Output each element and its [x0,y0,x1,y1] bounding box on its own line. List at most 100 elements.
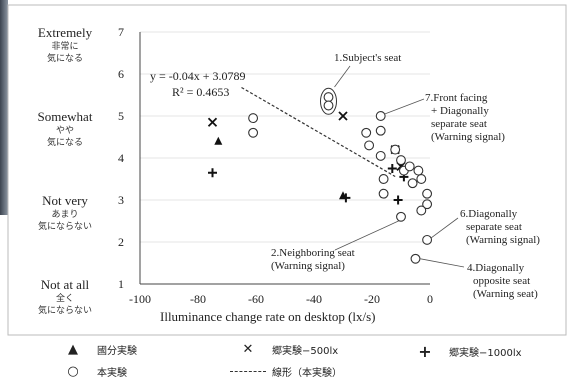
circle-marker [375,150,386,161]
legend-item-kokubun: ▲ 國分実験 [55,342,137,357]
x-tick-labels: -100 -80 -60 -40 -20 0 [129,292,433,306]
callout-text: (Warning signal) [466,234,540,246]
y-category-ja: 気にならない [38,304,92,316]
legend-label: 線形（本実験） [272,368,342,379]
y-category-ja: 全く [56,292,74,304]
y-category-ja: 気になる [47,52,83,64]
y-category-ja: やや [56,125,74,136]
plus-marker [387,164,397,173]
circle-marker [248,127,259,138]
circle-marker [422,234,433,245]
callout-text: + Diagonally [431,105,489,117]
circle-marker [413,165,424,176]
y-tick-label: 1 [118,277,124,291]
callout-text: separate seat [466,221,522,233]
regression-equation: y = -0.04x + 3.0789 [150,69,246,83]
y-tick-labels: 1 2 3 4 5 6 7 [118,25,124,291]
annotation-callouts: 1.Subject's seat 7.Front facing+ Diagonal… [271,52,540,300]
x-tick-label: -80 [190,292,206,306]
circle-marker [422,199,433,210]
callout-text: (Warning signal) [271,260,345,272]
circle-marker [323,92,334,103]
y-tick-label: 3 [118,193,124,207]
circle-marker [407,178,418,189]
callout-leader [384,98,425,115]
circle-marker [364,140,375,151]
circle-marker [378,188,389,199]
callout-text: 7.Front facing [425,92,488,104]
circle-marker [422,188,433,199]
y-category-ja: 非常に [51,40,78,52]
legend-item-go-500lx: ✕ 郷実験−500lx [230,342,339,357]
plus-icon: + [418,342,432,361]
x-axis-label: Illuminance change rate on desktop (lx/s… [160,309,376,324]
x-mark-icon: ✕ [242,342,254,357]
x-tick-label: 0 [427,292,433,306]
x-tick-label: -40 [306,292,322,306]
callout-leader [430,217,459,239]
y-category-en: Not very [42,193,88,208]
x-tick-label: -60 [248,292,264,306]
circle-marker [404,161,415,172]
y-tick-label: 7 [118,25,124,39]
y-tick-label: 6 [118,67,124,81]
callout-text: 1.Subject's seat [334,52,401,64]
circle-icon: ○ [67,364,79,379]
plus-marker [393,195,403,205]
y-category-ja: 気にならない [38,220,92,232]
y-tick-label: 2 [118,235,124,249]
y-category-en: Not at all [41,277,90,292]
dashed-line-icon [230,371,266,372]
x-tick-label: -20 [364,292,380,306]
data-points [207,92,433,264]
photo-edge-strip [0,0,8,215]
trend-line [241,86,396,178]
circle-marker [410,253,421,264]
callout-text: opposite seat [473,275,530,287]
legend-label: 本実験 [97,368,127,379]
callout-leader [334,65,351,88]
y-tick-label: 4 [118,151,124,165]
x-tick-label: -100 [129,292,151,306]
callout-leader [334,220,400,251]
y-category-ja: あまり [51,209,78,220]
legend-item-this-experiment: ○ 本実験 [55,364,127,379]
circle-marker [378,174,389,184]
x-marker [207,117,218,127]
plus-marker [208,168,217,178]
callout-leader [420,258,465,268]
circle-marker [416,205,427,216]
x-marker [338,111,348,121]
axes [139,32,430,285]
circle-marker [396,155,406,166]
legend-label: 國分実験 [97,346,137,357]
chart-frame [7,4,567,336]
y-category-en: Extremely [38,25,93,40]
legend-label: 郷実験−1000lx [449,348,522,359]
callout-text: 4.Diagonally [467,262,525,274]
legend-label: 郷実験−500lx [272,346,339,357]
callout-text: separate seat [431,118,487,130]
callout-text: (Warning seat) [473,288,538,300]
y-tick-label: 5 [118,109,124,123]
callout-text: 2.Neighboring seat [271,247,355,259]
circle-marker [390,144,401,155]
plus-marker [341,193,351,203]
regression-r2: R² = 0.4653 [172,85,229,99]
y-category-en: Somewhat [38,109,93,124]
circle-marker [396,211,406,222]
y-category-ja: 気になる [47,136,83,148]
circle-marker [375,125,386,136]
circle-marker [375,111,386,121]
legend-item-go-1000lx: + 郷実験−1000lx [407,342,522,361]
triangle-icon: ▲ [68,342,78,357]
callout-text: 6.Diagonally [460,208,518,220]
legend: ▲ 國分実験 ✕ 郷実験−500lx + 郷実験−1000lx ○ 本実験 線形… [55,340,565,384]
circle-marker [323,100,334,111]
callout-ellipse [320,87,337,115]
triangle-marker [214,136,223,145]
circle-marker [416,174,427,184]
